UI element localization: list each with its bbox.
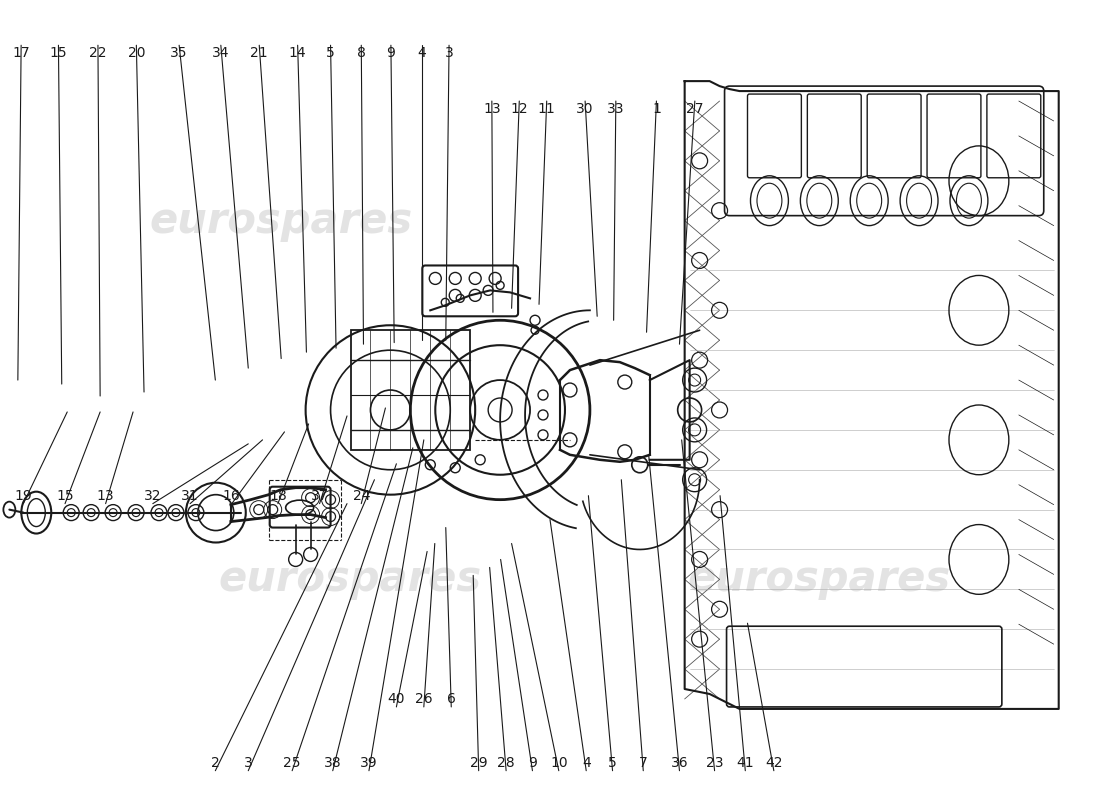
Text: 12: 12 (510, 102, 528, 116)
Text: 34: 34 (212, 46, 230, 60)
Text: 10: 10 (550, 756, 568, 770)
Text: 17: 17 (12, 46, 30, 60)
Text: eurospares: eurospares (688, 558, 950, 600)
Text: 31: 31 (182, 489, 199, 502)
Text: 9: 9 (528, 756, 537, 770)
Text: 16: 16 (223, 489, 241, 502)
Text: 40: 40 (387, 692, 405, 706)
Text: 11: 11 (538, 102, 556, 116)
Text: 5: 5 (327, 46, 334, 60)
Text: 3: 3 (244, 756, 253, 770)
Text: 35: 35 (170, 46, 188, 60)
Text: 18: 18 (270, 489, 287, 502)
Text: 7: 7 (639, 756, 648, 770)
Text: 2: 2 (211, 756, 220, 770)
Text: eurospares: eurospares (219, 558, 482, 600)
Text: 28: 28 (497, 756, 515, 770)
Text: eurospares: eurospares (150, 200, 412, 242)
Text: 37: 37 (311, 489, 328, 502)
Text: 24: 24 (352, 489, 370, 502)
Text: 13: 13 (483, 102, 500, 116)
Text: 19: 19 (14, 489, 32, 502)
Text: 41: 41 (737, 756, 755, 770)
Text: 42: 42 (766, 756, 782, 770)
Text: 38: 38 (323, 756, 342, 770)
Text: 15: 15 (50, 46, 67, 60)
Text: 5: 5 (608, 756, 617, 770)
Text: 3: 3 (444, 46, 453, 60)
Text: 23: 23 (706, 756, 724, 770)
Text: 39: 39 (360, 756, 377, 770)
Text: 21: 21 (251, 46, 268, 60)
Text: 32: 32 (144, 489, 162, 502)
Text: 4: 4 (582, 756, 591, 770)
Text: 29: 29 (470, 756, 487, 770)
Text: 27: 27 (686, 102, 704, 116)
Text: 36: 36 (671, 756, 689, 770)
Text: 1: 1 (652, 102, 661, 116)
Text: 6: 6 (447, 692, 455, 706)
Text: 15: 15 (56, 489, 74, 502)
Text: 22: 22 (89, 46, 107, 60)
Text: 26: 26 (415, 692, 432, 706)
Text: 13: 13 (97, 489, 114, 502)
Text: 14: 14 (289, 46, 307, 60)
Text: 20: 20 (128, 46, 145, 60)
Text: 30: 30 (576, 102, 594, 116)
Text: 33: 33 (607, 102, 625, 116)
Text: 4: 4 (417, 46, 426, 60)
Text: 25: 25 (284, 756, 301, 770)
Text: 9: 9 (386, 46, 395, 60)
Text: 8: 8 (356, 46, 365, 60)
